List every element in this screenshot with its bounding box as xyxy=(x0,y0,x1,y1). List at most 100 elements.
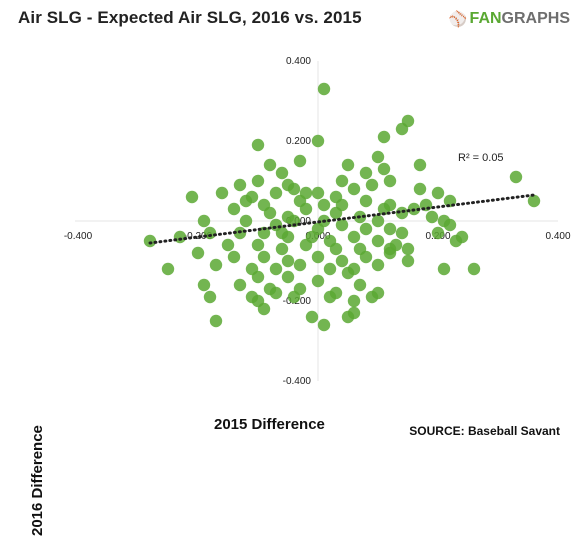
data-point xyxy=(371,214,385,228)
data-point xyxy=(395,122,409,136)
data-point xyxy=(287,182,301,196)
brand-fan-text: FAN xyxy=(469,10,502,27)
data-point xyxy=(311,274,325,288)
data-point xyxy=(365,178,379,192)
data-point xyxy=(287,214,301,228)
data-point xyxy=(227,250,241,264)
fangraphs-logo-icon: ⚾ xyxy=(448,11,468,28)
data-point xyxy=(305,310,319,324)
data-point xyxy=(323,290,337,304)
data-point xyxy=(431,226,445,240)
data-point xyxy=(293,154,307,168)
data-point xyxy=(299,186,313,200)
data-point xyxy=(209,258,223,272)
data-point xyxy=(401,254,415,268)
data-point xyxy=(317,82,331,96)
source-note: SOURCE: Baseball Savant xyxy=(409,424,560,438)
data-point xyxy=(233,278,247,292)
y-tick-label: 0.400 xyxy=(286,56,311,67)
data-point xyxy=(437,262,451,276)
data-point xyxy=(263,206,277,220)
data-point xyxy=(347,294,361,308)
data-point xyxy=(299,202,313,216)
data-point xyxy=(335,198,349,212)
data-point xyxy=(269,262,283,276)
data-point xyxy=(335,174,349,188)
data-point xyxy=(353,278,367,292)
data-point xyxy=(143,234,157,248)
data-point xyxy=(257,302,271,316)
data-point xyxy=(263,158,277,172)
data-point xyxy=(347,182,361,196)
x-axis-label: 2015 Difference xyxy=(214,416,325,433)
data-point xyxy=(173,230,187,244)
data-point xyxy=(323,262,337,276)
data-point xyxy=(311,134,325,148)
data-point xyxy=(347,230,361,244)
data-point xyxy=(269,286,283,300)
data-point xyxy=(359,222,373,236)
data-point xyxy=(251,238,265,252)
data-point xyxy=(377,130,391,144)
data-point xyxy=(215,186,229,200)
data-point xyxy=(527,194,541,208)
data-point xyxy=(395,226,409,240)
data-point xyxy=(371,258,385,272)
data-point xyxy=(311,186,325,200)
x-tick-label: 0.400 xyxy=(545,231,570,242)
y-axis-label: 2016 Difference xyxy=(29,425,46,536)
data-point xyxy=(383,222,397,236)
data-point xyxy=(449,234,463,248)
data-point xyxy=(383,174,397,188)
data-point xyxy=(203,290,217,304)
x-tick-label: -0.400 xyxy=(64,231,93,242)
y-tick-label: 0.200 xyxy=(286,136,311,147)
data-point xyxy=(377,162,391,176)
data-point xyxy=(467,262,481,276)
data-point xyxy=(233,178,247,192)
data-point xyxy=(287,290,301,304)
data-point xyxy=(311,250,325,264)
data-point xyxy=(329,242,343,256)
data-point xyxy=(299,238,313,252)
data-point xyxy=(257,250,271,264)
data-point xyxy=(197,214,211,228)
data-point xyxy=(359,194,373,208)
data-point xyxy=(227,202,241,216)
data-point xyxy=(221,238,235,252)
data-point xyxy=(335,218,349,232)
data-point xyxy=(431,186,445,200)
data-point xyxy=(251,270,265,284)
scatter-plot: -0.400-0.2000.0000.2000.4000.4000.2000.0… xyxy=(64,56,571,387)
data-point xyxy=(443,218,457,232)
data-point xyxy=(251,138,265,152)
data-point xyxy=(413,158,427,172)
data-point xyxy=(509,170,523,184)
data-point xyxy=(275,242,289,256)
data-point xyxy=(209,314,223,328)
y-axis-label-wrap: 2016 Difference xyxy=(12,310,46,536)
data-point xyxy=(377,202,391,216)
data-point xyxy=(335,254,349,268)
data-point xyxy=(317,318,331,332)
fangraphs-logo: ⚾ FAN GRAPHS xyxy=(449,10,570,28)
data-point xyxy=(341,266,355,280)
data-point xyxy=(395,206,409,220)
data-point xyxy=(251,174,265,188)
data-point xyxy=(365,290,379,304)
data-point xyxy=(425,210,439,224)
data-point xyxy=(269,186,283,200)
data-point xyxy=(239,214,253,228)
y-tick-label: -0.400 xyxy=(283,376,312,387)
data-point xyxy=(275,166,289,180)
data-point xyxy=(281,270,295,284)
data-point xyxy=(413,182,427,196)
data-point xyxy=(161,262,175,276)
data-point xyxy=(359,166,373,180)
data-point xyxy=(341,310,355,324)
data-point xyxy=(401,242,415,256)
data-point xyxy=(359,250,373,264)
data-point xyxy=(185,190,199,204)
r-squared-annotation: R² = 0.05 xyxy=(458,152,504,164)
data-point xyxy=(383,242,397,256)
